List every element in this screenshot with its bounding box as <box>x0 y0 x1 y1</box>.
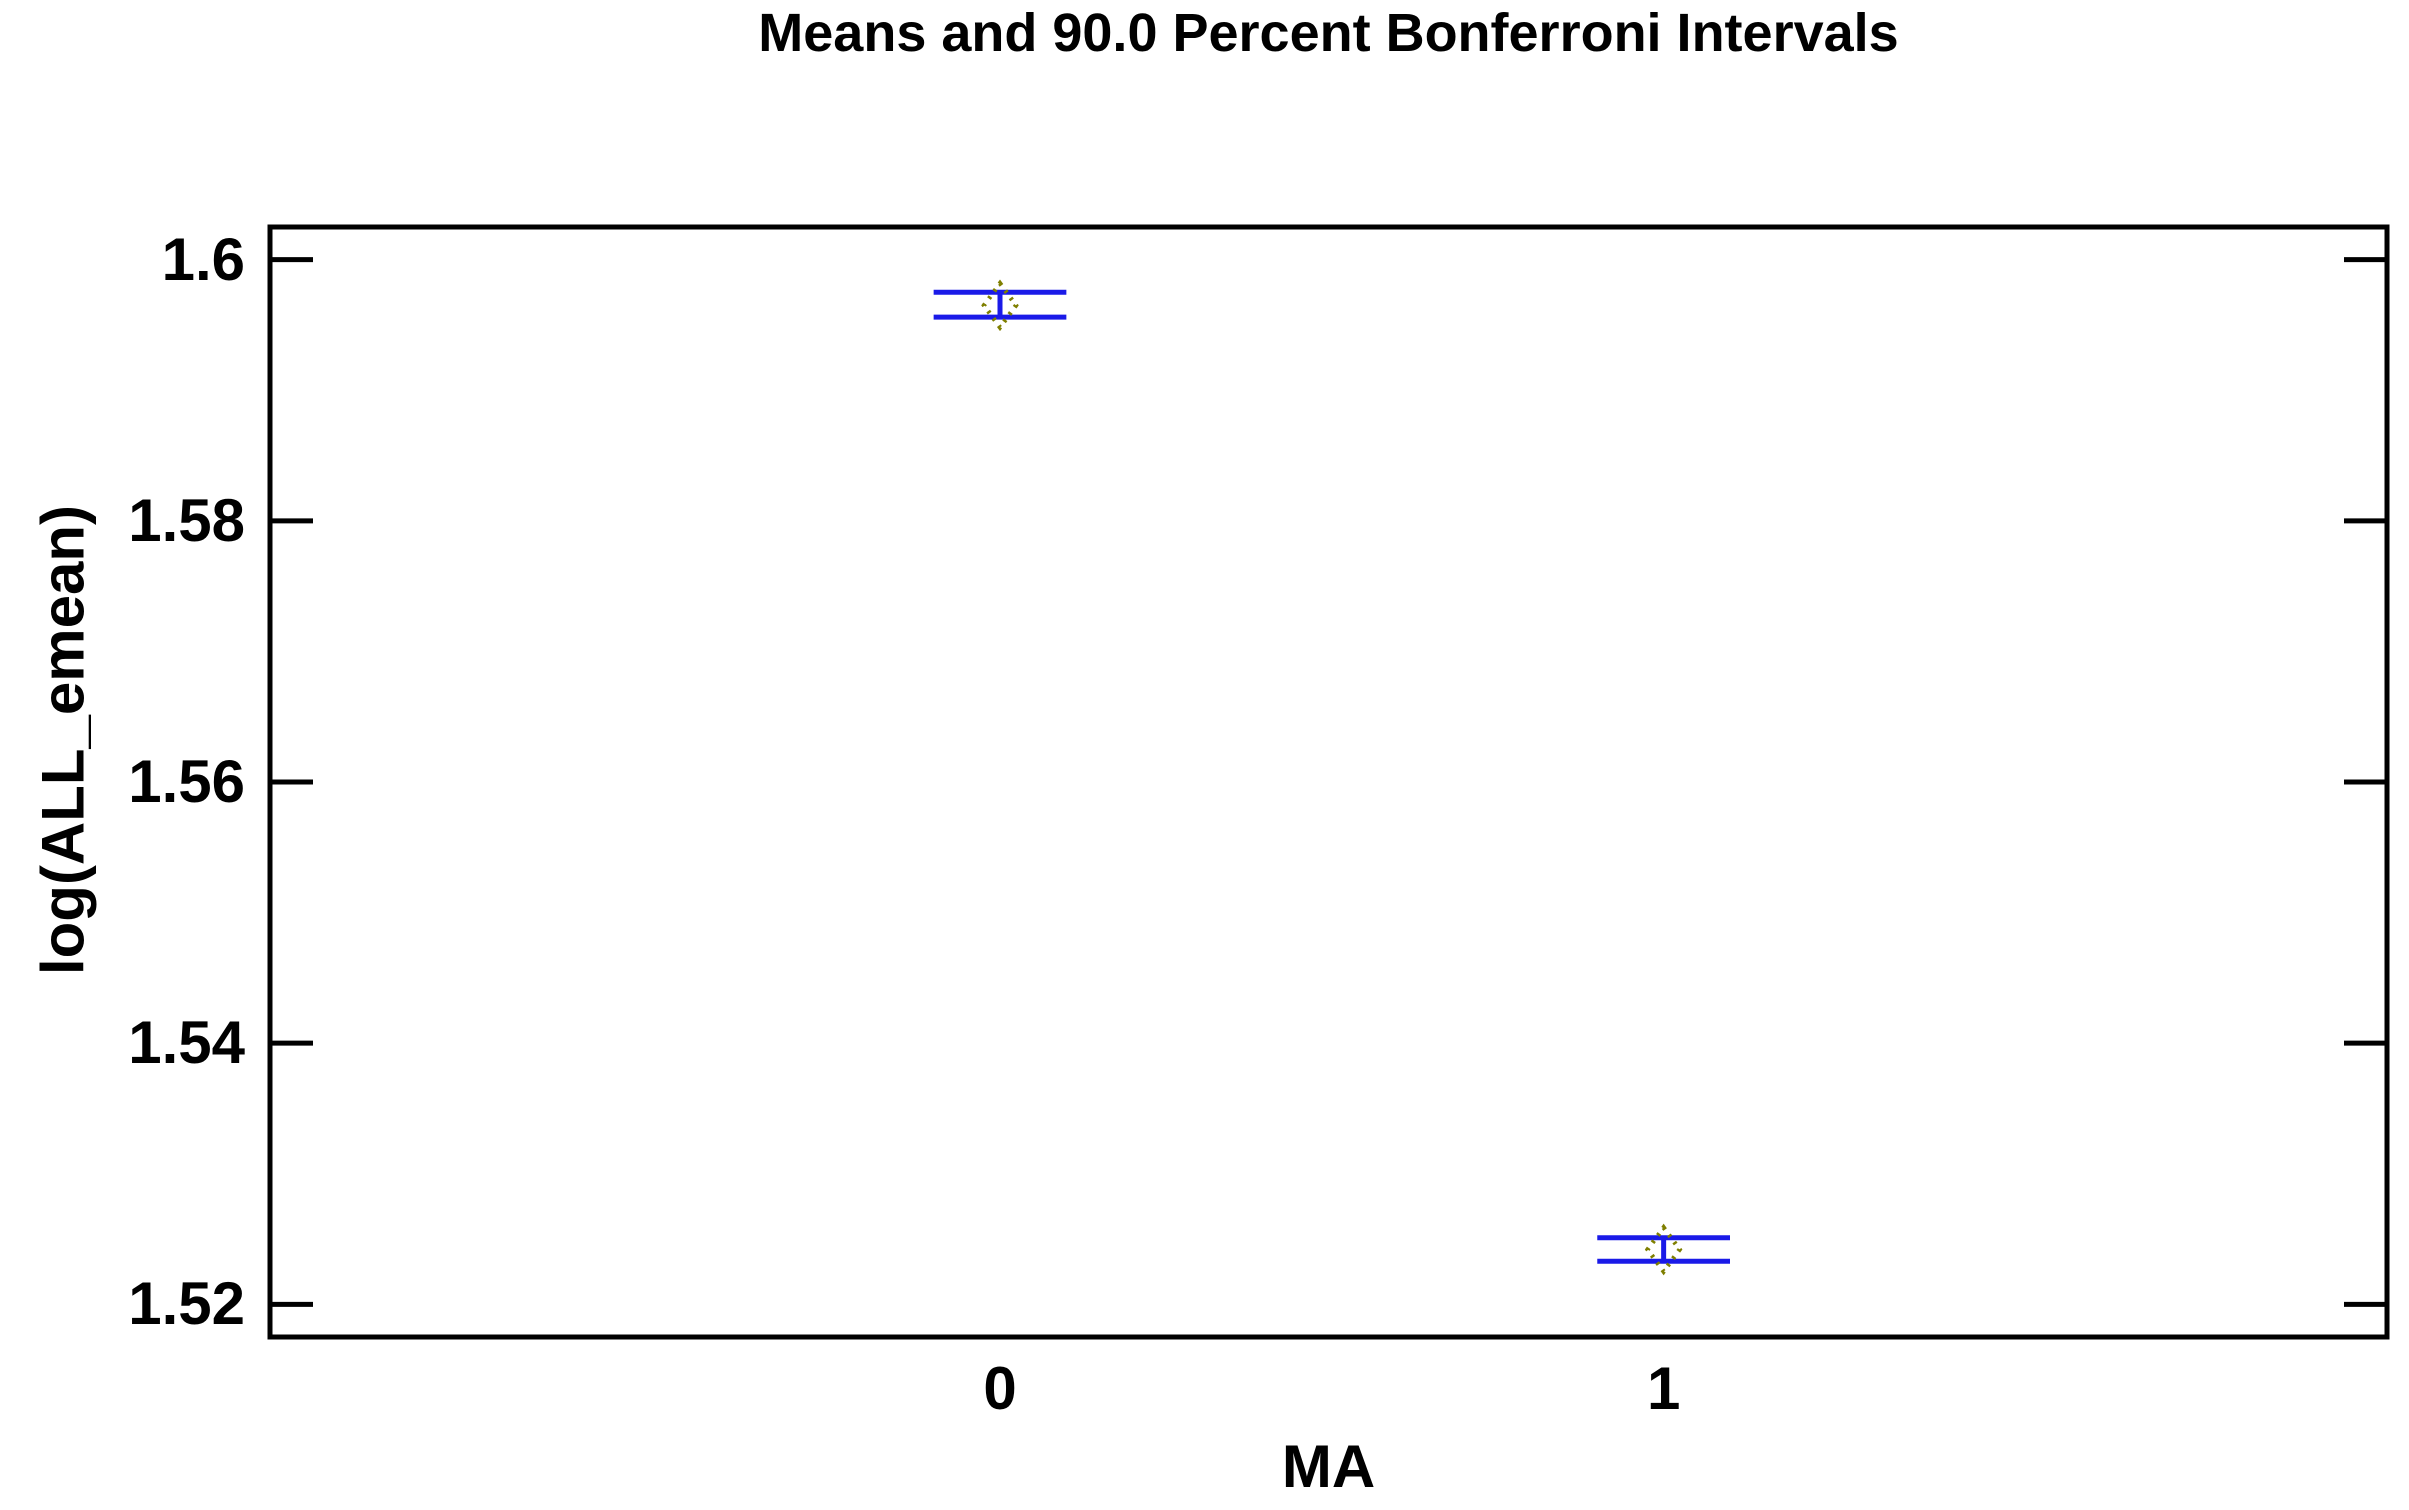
y-tick-label: 1.6 <box>161 225 245 293</box>
mean-marker-diamond-icon <box>981 279 1019 332</box>
y-tick-label: 1.58 <box>128 486 245 554</box>
plot-area <box>267 224 2390 1340</box>
chart-title: Means and 90.0 Percent Bonferroni Interv… <box>758 3 1899 63</box>
mean-marker-diamond-icon <box>1644 1223 1683 1276</box>
x-tick-label: 0 <box>983 1355 1017 1422</box>
plot-frame <box>267 224 2390 1340</box>
x-tick-label: 1 <box>1646 1355 1681 1422</box>
y-axis-label: log(ALL_emean) <box>29 504 97 976</box>
y-tick-label: 1.52 <box>128 1270 245 1338</box>
y-tick-label: 1.54 <box>128 1009 245 1077</box>
x-axis-label: MA <box>1281 1433 1376 1500</box>
y-tick-label: 1.56 <box>128 748 245 815</box>
